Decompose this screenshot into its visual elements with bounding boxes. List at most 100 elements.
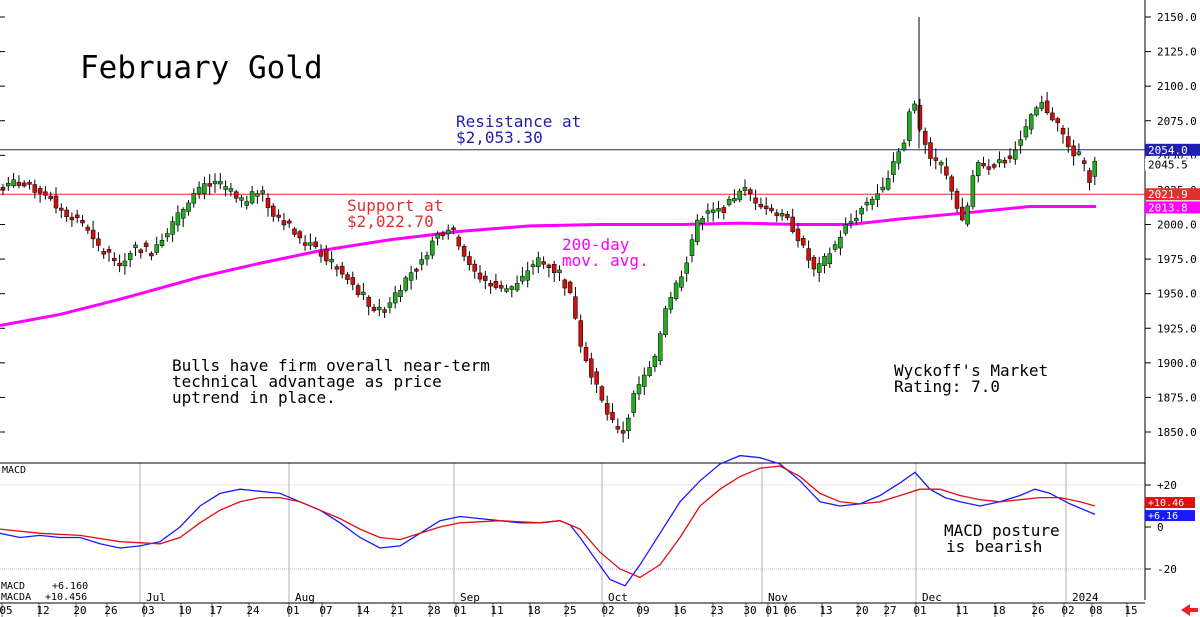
- macd-tick-label: +20: [1157, 479, 1177, 492]
- scroll-arrow-icon[interactable]: [1181, 604, 1198, 616]
- x-tick-label: 11: [490, 604, 503, 617]
- candle-body: [912, 103, 917, 111]
- candle-body: [742, 187, 748, 191]
- x-tick-label: 21: [390, 604, 403, 617]
- candle-body: [668, 297, 674, 310]
- x-tick-label: 01: [286, 604, 299, 617]
- candle-body: [355, 285, 361, 296]
- candle-body: [1071, 145, 1076, 157]
- candle-body: [228, 188, 234, 192]
- x-tick-label: 20: [73, 604, 86, 617]
- rating-annotation-1: Wyckoff's Market: [894, 361, 1048, 380]
- candle-body: [785, 214, 790, 219]
- x-tick-label: 23: [710, 604, 723, 617]
- candle-body: [1050, 112, 1055, 121]
- candle-body: [345, 274, 350, 280]
- candle-body: [970, 175, 976, 207]
- candle-body: [716, 208, 721, 212]
- macd-legend-value: +6.160: [52, 581, 88, 592]
- chart-title: February Gold: [80, 50, 323, 86]
- support-tag-bg: [1145, 188, 1200, 201]
- candle-body: [663, 308, 668, 336]
- macd-line: [0, 454, 1096, 587]
- candle-body: [567, 281, 573, 294]
- x-tick-label: 01: [913, 604, 926, 617]
- candle-body: [1092, 160, 1098, 177]
- candle-body: [350, 277, 356, 285]
- candle-body: [700, 217, 705, 224]
- x-tick-label: 01: [765, 604, 778, 617]
- candle-body: [27, 181, 32, 185]
- macd-tags: +10.46 +6.16: [1145, 497, 1195, 522]
- x-tick-label: 01: [453, 604, 466, 617]
- candle-body: [1087, 170, 1092, 183]
- candle-body: [583, 346, 589, 361]
- macd-legend-label: MACD: [1, 581, 25, 592]
- bulls-annotation-2: technical advantage as price: [172, 372, 442, 391]
- candle-body: [551, 263, 557, 273]
- candle-body: [774, 212, 780, 216]
- candle-body: [483, 275, 488, 281]
- candle-body: [647, 367, 652, 376]
- candle-body: [377, 306, 382, 311]
- candle-body: [366, 296, 371, 307]
- candle-body: [1055, 118, 1060, 124]
- x-tick-label: 13: [819, 604, 832, 617]
- candle-body: [1066, 136, 1071, 148]
- x-tick-label: 06: [783, 604, 796, 617]
- candle-body: [85, 226, 91, 231]
- candle-body: [1028, 114, 1034, 130]
- x-tick-label: 18: [992, 604, 1005, 617]
- candle-body: [917, 105, 923, 130]
- candle-body: [16, 181, 22, 186]
- candle-body: [175, 212, 181, 226]
- candle-body: [180, 209, 186, 219]
- x-tick-label: 14: [356, 604, 370, 617]
- candle-body: [387, 302, 393, 308]
- candle-body: [244, 201, 250, 206]
- candle-body: [938, 161, 944, 166]
- candle-body: [1081, 160, 1087, 164]
- candle-body: [530, 264, 536, 268]
- macd-tag-bg: [1145, 510, 1195, 522]
- candle-body: [186, 202, 191, 212]
- candle-body: [138, 249, 144, 253]
- candle-body: [557, 269, 562, 274]
- candle-body: [689, 239, 695, 256]
- candle-body: [790, 216, 795, 232]
- candle-body: [143, 242, 149, 247]
- x-tick-label: 12: [36, 604, 49, 617]
- candle-body: [74, 214, 80, 218]
- candle-body: [620, 430, 626, 434]
- macd-annotation-1: MACD posture: [944, 521, 1060, 540]
- x-tick-label: 28: [427, 604, 440, 617]
- candle-body: [154, 244, 159, 253]
- ma-line: [0, 205, 1096, 327]
- candle-body: [1013, 149, 1018, 160]
- price-tick-label: 1925.0: [1157, 322, 1197, 335]
- candle-body: [838, 236, 843, 249]
- x-tick-label: 27: [883, 604, 896, 617]
- candle-body: [684, 262, 689, 274]
- candle-body: [854, 218, 859, 222]
- candle-body: [673, 282, 679, 299]
- candle-body: [997, 159, 1002, 164]
- candle-body: [149, 252, 154, 257]
- candle-body: [875, 193, 880, 200]
- support-tag: 2021.9: [1148, 188, 1188, 201]
- macd-tick-label: 0: [1157, 521, 1164, 534]
- candle-body: [1076, 151, 1082, 155]
- candle-body: [753, 197, 758, 204]
- candle-body: [615, 426, 621, 430]
- candle-body: [880, 186, 886, 191]
- candle-body: [573, 296, 578, 319]
- candle-body: [498, 285, 504, 289]
- candle-body: [202, 183, 207, 194]
- candle-body: [949, 176, 954, 192]
- candle-body: [859, 207, 864, 215]
- candle-body: [1002, 160, 1007, 164]
- month-label: Oct: [608, 591, 628, 604]
- candle-body: [80, 219, 85, 224]
- candle-body: [90, 229, 96, 240]
- candle-body: [297, 231, 303, 239]
